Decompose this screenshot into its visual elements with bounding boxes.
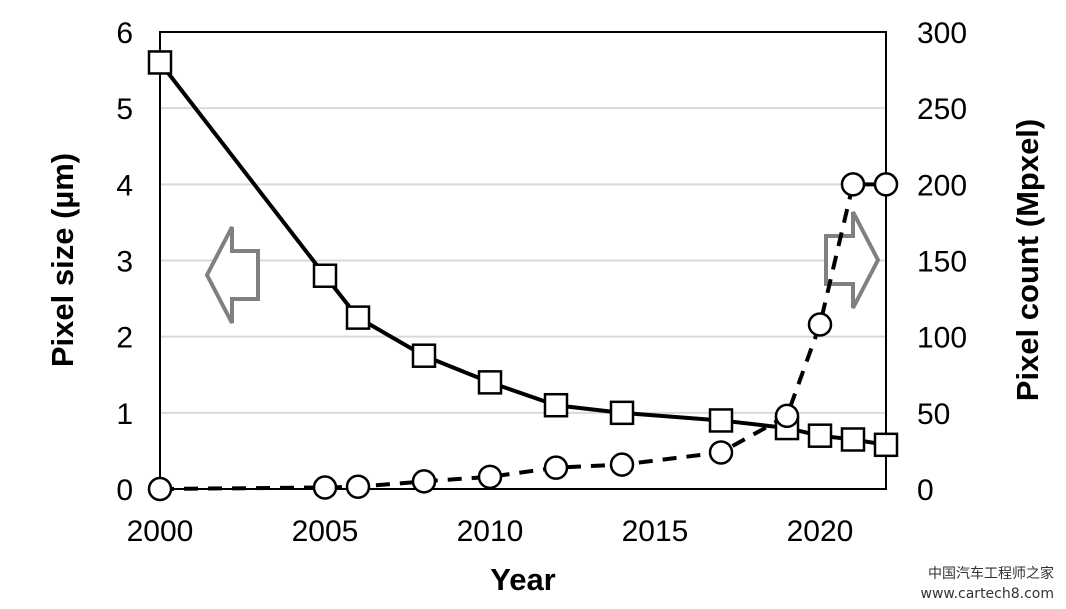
pixel-count-point <box>774 403 800 429</box>
pixel-count-point <box>312 475 338 500</box>
watermark-line-1: 中国汽车工程师之家 <box>928 565 1054 582</box>
pixel-size-point <box>807 423 833 448</box>
right-y-tick-label: 50 <box>917 398 950 431</box>
right-y-tick-label: 0 <box>917 474 934 507</box>
x-tick-label: 2000 <box>127 515 194 548</box>
pixel-count-point <box>477 464 503 490</box>
pixel-count-point <box>873 172 899 197</box>
x-axis-tick-labels: 2000 2005 2010 2015 2020 <box>127 515 854 548</box>
pixel-count-point <box>609 452 635 477</box>
pixel-size-point <box>873 432 899 458</box>
x-axis-title: Year <box>490 562 556 597</box>
pixel-size-point <box>840 427 866 452</box>
right-y-tick-label: 250 <box>917 93 967 126</box>
plot-area <box>159 31 887 490</box>
right-y-axis-title: Pixel count (Mpxel) <box>1010 119 1045 401</box>
left-y-tick-label: 1 <box>116 398 133 431</box>
right-y-axis-tick-labels: 0 50 100 150 200 250 300 <box>917 17 967 507</box>
series-markers <box>147 50 899 502</box>
pixel-count-point <box>411 469 437 494</box>
right-y-tick-label: 300 <box>917 17 967 50</box>
pixel-count-point <box>840 172 866 197</box>
left-y-axis-tick-labels: 0 1 2 3 4 5 6 <box>116 17 133 507</box>
pixel-size-point <box>411 343 437 368</box>
right-y-tick-label: 150 <box>917 246 967 279</box>
left-y-axis-title: Pixel size (µm) <box>45 153 80 367</box>
plot-border <box>159 31 887 490</box>
axis-direction-arrows <box>204 211 881 324</box>
pixel-count-point <box>147 476 173 502</box>
x-tick-label: 2015 <box>622 515 689 548</box>
pixel-size-point <box>609 400 635 426</box>
pixel-size-point <box>345 305 371 330</box>
pixel-size-point <box>543 392 569 418</box>
x-tick-label: 2005 <box>292 515 359 548</box>
pixel-count-point <box>345 474 371 499</box>
left-y-tick-label: 0 <box>116 474 133 507</box>
left-y-tick-label: 3 <box>116 246 133 279</box>
pixel-count-point <box>543 455 569 480</box>
gridlines <box>160 31 886 414</box>
left-y-tick-label: 5 <box>116 93 133 126</box>
left-y-tick-label: 4 <box>116 169 133 202</box>
x-tick-label: 2020 <box>787 515 854 548</box>
left-y-tick-label: 6 <box>116 17 133 50</box>
x-tick-label: 2010 <box>457 515 524 548</box>
pixel-size-point <box>477 370 503 395</box>
pixel-count-point <box>708 440 734 465</box>
left-y-tick-label: 2 <box>116 322 133 355</box>
right-y-tick-label: 200 <box>917 169 967 202</box>
pixel-size-point <box>312 263 338 288</box>
pixel-size-point <box>147 50 173 75</box>
pixel-size-point <box>708 408 734 433</box>
pixel-count-point <box>807 312 833 337</box>
pixel-size-line <box>158 61 887 447</box>
right-y-tick-label: 100 <box>917 322 967 355</box>
watermark-line-2: www.cartech8.com <box>921 586 1054 602</box>
left-arrow-icon <box>204 226 260 324</box>
